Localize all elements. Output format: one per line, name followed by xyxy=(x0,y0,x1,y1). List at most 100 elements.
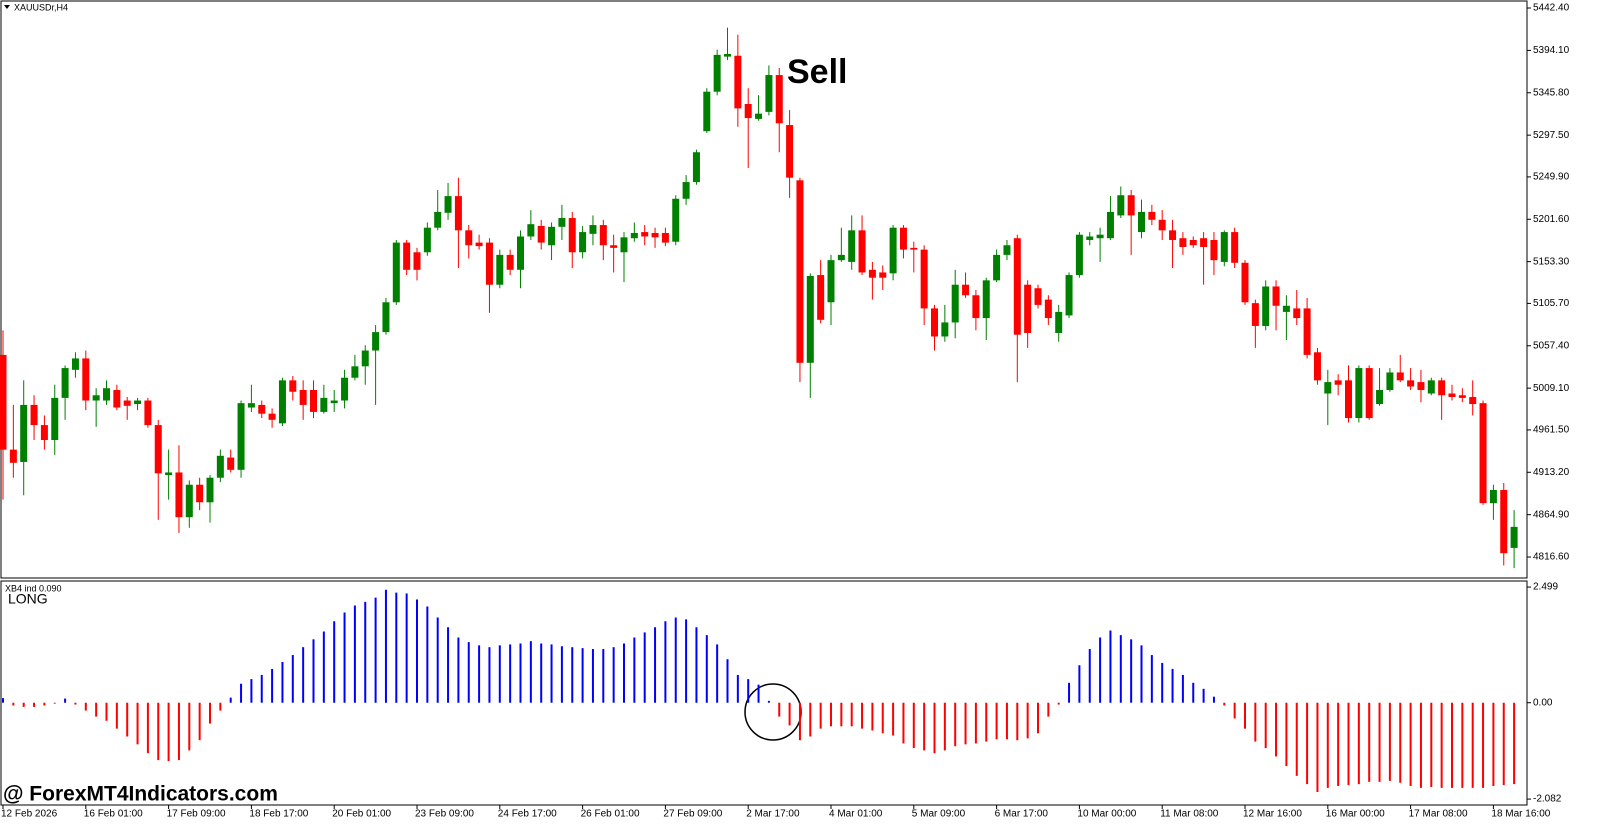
candle-body xyxy=(216,455,224,478)
candle-body xyxy=(703,91,711,132)
candle-body xyxy=(1075,234,1083,276)
candle-body xyxy=(227,457,235,470)
candle-body xyxy=(237,403,245,470)
y-tick-label: 5394.10 xyxy=(1533,45,1570,56)
y-tick-label: 4961.50 xyxy=(1533,425,1570,436)
x-tick-label: 17 Mar 08:00 xyxy=(1409,809,1468,820)
candle-body xyxy=(268,413,276,420)
x-tick-label: 23 Feb 09:00 xyxy=(415,809,474,820)
candle-body xyxy=(1034,288,1042,305)
candle-body xyxy=(196,484,204,503)
candle-body xyxy=(713,54,721,92)
y-tick-label: 5297.50 xyxy=(1533,130,1570,141)
candle-body xyxy=(1117,195,1125,216)
candle-body xyxy=(0,354,7,450)
y-tick-label: 4913.20 xyxy=(1533,467,1570,478)
candle-body xyxy=(1313,352,1321,381)
candle-body xyxy=(1127,195,1135,216)
candle-body xyxy=(941,322,949,337)
candle-body xyxy=(744,103,752,119)
candle-body xyxy=(154,425,162,474)
candle-body xyxy=(879,272,887,278)
candle-body xyxy=(30,404,38,426)
candle-body xyxy=(185,484,193,518)
signal-label: LONG xyxy=(8,591,48,607)
candle-body xyxy=(1179,238,1187,247)
candle-body xyxy=(527,224,535,237)
y-tick-label: 5009.10 xyxy=(1533,383,1570,394)
x-tick-label: 16 Feb 01:00 xyxy=(84,809,143,820)
x-tick-label: 12 Feb 2026 xyxy=(1,809,58,820)
candle-body xyxy=(1138,211,1145,233)
candle-body xyxy=(82,358,90,401)
candle-body xyxy=(1345,380,1352,419)
candle-body xyxy=(496,254,504,285)
candle-body xyxy=(1251,303,1259,326)
candle-body xyxy=(1055,311,1063,333)
highlight-circle xyxy=(744,683,802,741)
candle-body xyxy=(278,380,286,424)
y-tick-label: 5153.30 xyxy=(1533,256,1570,267)
candle-body xyxy=(641,232,649,237)
candle-body xyxy=(692,152,700,183)
candle-body xyxy=(465,230,473,246)
candle-body xyxy=(113,389,121,408)
candle-body xyxy=(775,75,783,124)
candle-body xyxy=(372,332,380,351)
y-tick-label: 0.00 xyxy=(1533,697,1553,708)
candle-body xyxy=(330,400,338,404)
candle-body xyxy=(1407,380,1415,387)
candle-body xyxy=(1355,368,1363,419)
x-tick-label: 24 Feb 17:00 xyxy=(498,809,557,820)
x-tick-label: 18 Mar 16:00 xyxy=(1491,809,1550,820)
candle-body xyxy=(1220,232,1228,262)
candle-body xyxy=(258,404,266,414)
candle-body xyxy=(962,284,970,296)
menu-triangle xyxy=(4,5,10,9)
candle-body xyxy=(755,113,763,119)
candle-body xyxy=(1169,230,1177,240)
x-tick-label: 6 Mar 17:00 xyxy=(995,809,1049,820)
candle-body xyxy=(103,388,110,401)
candle-body xyxy=(206,477,214,503)
candle-body xyxy=(9,449,17,463)
candle-body xyxy=(1324,382,1332,394)
candle-body xyxy=(837,254,845,261)
candle-body xyxy=(951,284,959,323)
candle-body xyxy=(20,404,28,462)
candle-body xyxy=(289,380,297,392)
candle-body xyxy=(817,275,825,320)
y-tick-label: 4816.60 xyxy=(1533,552,1570,563)
watermark: @ ForexMT4Indicators.com xyxy=(3,783,278,806)
candle-body xyxy=(1417,382,1425,390)
y-tick-label: 5345.80 xyxy=(1533,87,1570,98)
candle-body xyxy=(310,389,317,412)
candle-body xyxy=(40,425,48,441)
candle-body xyxy=(517,236,524,270)
candle-body xyxy=(1448,393,1456,398)
candle-body xyxy=(1293,308,1301,319)
y-tick-label: 5249.90 xyxy=(1533,172,1570,183)
symbol-title: XAUUSDr,H4 xyxy=(14,2,68,12)
candle-body xyxy=(475,242,483,247)
y-tick-label: 5442.40 xyxy=(1533,3,1570,14)
candle-body xyxy=(92,395,100,401)
candle-body xyxy=(71,358,79,370)
candle-body xyxy=(506,254,514,270)
x-tick-label: 18 Feb 17:00 xyxy=(249,809,308,820)
y-tick-label: 5201.60 xyxy=(1533,214,1570,225)
candle-body xyxy=(620,237,628,253)
candle-body xyxy=(1241,262,1249,303)
candle-body xyxy=(1003,245,1011,255)
candle-body xyxy=(1479,403,1487,504)
candle-body xyxy=(1106,211,1114,239)
candle-body xyxy=(682,182,690,199)
candle-body xyxy=(734,55,742,109)
x-tick-label: 5 Mar 09:00 xyxy=(912,809,966,820)
candle-body xyxy=(579,232,587,253)
candle-body xyxy=(1210,239,1218,261)
candle-body xyxy=(175,472,183,518)
candle-body xyxy=(1065,275,1073,316)
